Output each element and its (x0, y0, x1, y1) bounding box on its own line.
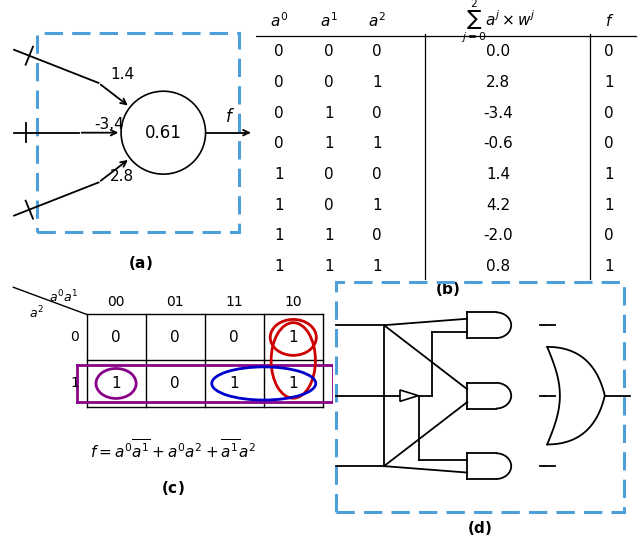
Text: 0.0: 0.0 (486, 44, 510, 59)
Text: 0: 0 (604, 106, 614, 120)
Text: $\mathbf{(a)}$: $\mathbf{(a)}$ (129, 254, 153, 272)
Text: $a^0$: $a^0$ (270, 12, 288, 30)
Text: -2.0: -2.0 (483, 228, 513, 243)
Text: 1: 1 (324, 136, 334, 151)
Text: 0: 0 (372, 106, 382, 120)
Text: 1: 1 (604, 259, 614, 274)
Text: 1: 1 (324, 259, 334, 274)
Text: 0.61: 0.61 (145, 124, 182, 141)
Text: $f$: $f$ (605, 13, 614, 29)
Text: 01: 01 (166, 295, 184, 309)
Polygon shape (400, 390, 419, 401)
Text: 0: 0 (324, 197, 334, 212)
Text: 1: 1 (372, 75, 382, 90)
Text: 1: 1 (324, 228, 334, 243)
Text: 0: 0 (111, 330, 121, 345)
Text: 1: 1 (274, 228, 284, 243)
Text: 0: 0 (604, 44, 614, 59)
Text: 0: 0 (170, 330, 180, 345)
Text: $f = a^0\overline{a^1} + a^0 a^2 + \overline{a^1}a^2$: $f = a^0\overline{a^1} + a^0 a^2 + \over… (90, 438, 256, 461)
Text: 1: 1 (324, 106, 334, 120)
Text: 0: 0 (274, 75, 284, 90)
Text: 2.8: 2.8 (486, 75, 510, 90)
Text: 1.4: 1.4 (486, 167, 510, 182)
Circle shape (121, 91, 205, 174)
Text: $a^1$: $a^1$ (320, 12, 338, 30)
Text: 1: 1 (274, 197, 284, 212)
Text: 0: 0 (372, 167, 382, 182)
Text: 0: 0 (372, 228, 382, 243)
Text: 1: 1 (229, 376, 239, 391)
Text: 1: 1 (70, 377, 79, 390)
Text: $\mathbf{(c)}$: $\mathbf{(c)}$ (161, 479, 185, 497)
Text: 00: 00 (108, 295, 125, 309)
Text: -3.4: -3.4 (483, 106, 513, 120)
Text: 4.2: 4.2 (486, 197, 510, 212)
Text: -0.6: -0.6 (483, 136, 513, 151)
Text: 0: 0 (274, 136, 284, 151)
Text: 1: 1 (604, 167, 614, 182)
Text: 0.8: 0.8 (486, 259, 510, 274)
Text: 1: 1 (372, 136, 382, 151)
Text: $\mathbf{(b)}$: $\mathbf{(b)}$ (435, 280, 461, 298)
Text: $f$: $f$ (225, 108, 236, 126)
Text: 0: 0 (604, 136, 614, 151)
Text: 1: 1 (111, 376, 121, 391)
Text: $\sum_{j=0}^{2} a^j \times w^j$: $\sum_{j=0}^{2} a^j \times w^j$ (461, 0, 535, 45)
Text: 0: 0 (274, 44, 284, 59)
Text: -3.4: -3.4 (94, 117, 124, 132)
Text: $\mathbf{(d)}$: $\mathbf{(d)}$ (467, 519, 493, 538)
Text: 1: 1 (289, 330, 298, 345)
Text: 0: 0 (604, 228, 614, 243)
Text: 1: 1 (604, 75, 614, 90)
Text: $a^0 a^1$: $a^0 a^1$ (49, 288, 78, 305)
Text: $a^2$: $a^2$ (29, 305, 44, 321)
Text: 1: 1 (274, 259, 284, 274)
Text: 1.4: 1.4 (110, 67, 134, 82)
Text: 10: 10 (284, 295, 302, 309)
Text: 1: 1 (372, 259, 382, 274)
Text: 0: 0 (324, 44, 334, 59)
Text: 0: 0 (229, 330, 239, 345)
Text: 1: 1 (289, 376, 298, 391)
Text: 0: 0 (324, 167, 334, 182)
Text: 0: 0 (170, 376, 180, 391)
Text: 2.8: 2.8 (110, 170, 134, 184)
Text: 0: 0 (274, 106, 284, 120)
Text: 1: 1 (604, 197, 614, 212)
Text: 0: 0 (324, 75, 334, 90)
Text: 0: 0 (372, 44, 382, 59)
Text: 1: 1 (274, 167, 284, 182)
Text: 1: 1 (372, 197, 382, 212)
Text: $a^2$: $a^2$ (368, 12, 386, 30)
Text: 11: 11 (225, 295, 243, 309)
Text: 0: 0 (70, 331, 79, 344)
